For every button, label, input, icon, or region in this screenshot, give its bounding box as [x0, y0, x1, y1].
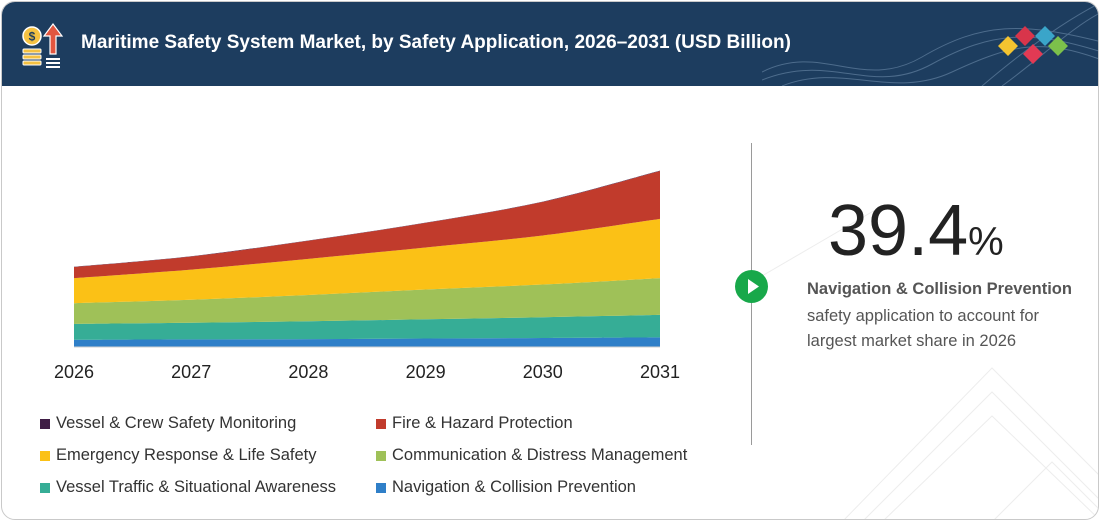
legend-swatch: [376, 482, 386, 493]
x-tick-label: 2028: [288, 362, 328, 382]
legend-label: Fire & Hazard Protection: [392, 414, 573, 432]
x-tick-label: 2029: [406, 362, 446, 382]
brand-logo-icon: [998, 26, 1068, 64]
legend-swatch: [376, 418, 386, 429]
legend-item: Communication & Distress Management: [376, 446, 687, 465]
legend-item: Vessel & Crew Safety Monitoring: [40, 414, 296, 433]
stat-number: 39.4: [828, 191, 969, 271]
legend-swatch: [40, 482, 50, 493]
svg-text:$: $: [29, 30, 36, 44]
money-growth-icon: $: [22, 23, 64, 68]
play-button[interactable]: [735, 270, 768, 303]
legend-label: Navigation & Collision Prevention: [392, 478, 636, 496]
play-icon: [748, 279, 759, 294]
legend-item: Navigation & Collision Prevention: [376, 478, 636, 497]
page-title: Maritime Safety System Market, by Safety…: [81, 32, 791, 53]
stat-title: Navigation & Collision Prevention: [807, 280, 1072, 298]
x-tick-label: 2031: [640, 362, 680, 382]
area-series-emergency-response-life-safety: [74, 218, 660, 304]
legend-label: Vessel Traffic & Situational Awareness: [56, 478, 337, 496]
legend-item: Emergency Response & Life Safety: [40, 446, 316, 465]
area-series-fire-hazard-protection: [74, 170, 660, 279]
legend-label: Vessel & Crew Safety Monitoring: [56, 414, 297, 432]
chart-legend: Vessel & Crew Safety Monitoring Fire & Ha…: [40, 414, 740, 514]
x-tick-label: 2030: [523, 362, 563, 382]
legend-item: Fire & Hazard Protection: [376, 414, 573, 433]
x-tick-label: 2026: [54, 362, 94, 382]
decorative-background-lines: [762, 205, 1098, 519]
stat-unit: %: [968, 220, 1004, 264]
stat-value: 39.4%: [828, 190, 1004, 272]
stat-description: safety application to account for larges…: [807, 307, 1040, 350]
legend-swatch: [40, 450, 50, 461]
legend-label: Communication & Distress Management: [392, 446, 688, 464]
area-series-navigation-collision-prevention: [74, 337, 660, 347]
stacked-area-chart: 2026 2027 2028 2029 2030 2031: [54, 170, 680, 382]
legend-item: Vessel Traffic & Situational Awareness: [40, 478, 336, 497]
legend-swatch: [376, 450, 386, 461]
legend-label: Emergency Response & Life Safety: [56, 446, 317, 464]
area-series-communication-distress-management: [74, 278, 660, 324]
area-series-vessel-traffic-situational-awareness: [74, 314, 660, 340]
x-tick-label: 2027: [171, 362, 211, 382]
legend-swatch: [40, 418, 50, 429]
header-bar: $ Maritime Safety System Market, by Safe…: [2, 2, 1098, 86]
